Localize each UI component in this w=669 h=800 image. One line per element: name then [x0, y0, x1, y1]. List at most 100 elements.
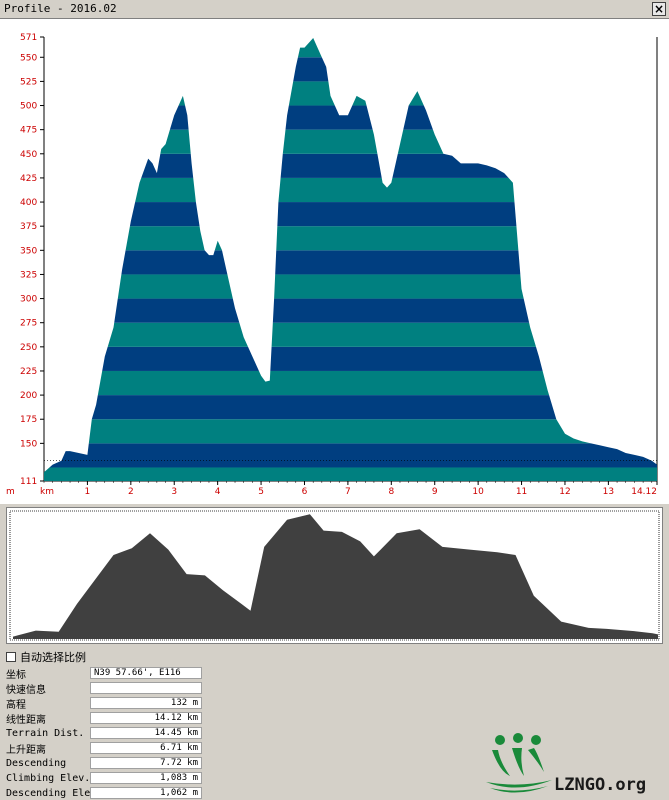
y-tick-label: 175	[20, 415, 37, 425]
x-tick-label: 12	[559, 487, 570, 497]
info-row: Terrain Dist. 14.45 km	[6, 726, 202, 740]
overview-frame	[9, 510, 660, 641]
profile-band	[44, 395, 657, 420]
y-tick-label: 425	[20, 174, 37, 184]
profile-band	[44, 153, 657, 178]
profile-band	[44, 298, 657, 323]
x-tick-label: 6	[302, 487, 308, 497]
profile-band	[44, 346, 657, 371]
profile-band	[44, 274, 657, 299]
y-tick-label: 225	[20, 367, 37, 377]
info-label: Descending	[6, 757, 67, 769]
logo-emblem: LZNGO.org	[486, 733, 646, 795]
x-tick-label: 7	[345, 487, 351, 497]
x-tick-label: 3	[171, 487, 177, 497]
profile-band	[44, 81, 657, 106]
profile-band	[44, 105, 657, 130]
window-title: Profile - 2016.02	[4, 2, 117, 15]
overview-svg	[9, 510, 660, 641]
info-value: 1,083 m	[90, 772, 202, 784]
y-tick-label: 525	[20, 77, 37, 87]
elevation-profile-chart[interactable]: 571 550 525 500 475 450 425 400 375 350 325 300 275 2…	[0, 19, 669, 504]
info-row: Descending 7.72 km	[6, 756, 202, 770]
info-row: Climbing Elev. 1,083 m	[6, 771, 202, 785]
profile-band	[44, 419, 657, 444]
info-row: 快速信息	[6, 681, 202, 696]
info-value: 132 m	[90, 697, 202, 709]
info-label: 线性距离	[6, 714, 46, 726]
y-tick-label: 375	[20, 222, 37, 232]
profile-band	[44, 226, 657, 251]
y-tick-label: 550	[20, 53, 37, 63]
info-row: 坐标 N39 57.66', E116	[6, 666, 202, 681]
info-value: 1,062 m	[90, 787, 202, 799]
y-tick-label: 250	[20, 343, 37, 353]
y-tick-label: 200	[20, 391, 37, 401]
lzngo-logo: LZNGO.org	[482, 732, 662, 796]
x-tick-label: 13	[603, 487, 614, 497]
profile-band	[44, 370, 657, 396]
y-tick-label: 400	[20, 198, 37, 208]
x-tick-label: 8	[388, 487, 394, 497]
overview-area	[13, 514, 658, 639]
info-value: 7.72 km	[90, 757, 202, 769]
info-row: 高程 132 m	[6, 696, 202, 711]
y-tick-label: 350	[20, 246, 37, 256]
profile-band	[44, 322, 657, 347]
profile-band	[44, 177, 657, 203]
profile-band	[44, 38, 657, 58]
profile-svg: 5715505255004754504254003753503253002752…	[6, 19, 658, 497]
profile-band	[44, 467, 657, 481]
logo-text: LZNGO.org	[554, 775, 646, 795]
info-label: 高程	[6, 699, 26, 711]
profile-band	[44, 443, 657, 468]
auto-scale-checkbox[interactable]	[6, 652, 16, 662]
x-tick-label: 11	[516, 487, 527, 497]
auto-scale-option[interactable]: 自动选择比例	[6, 650, 86, 664]
auto-scale-label: 自动选择比例	[20, 651, 86, 664]
y-tick-label: 500	[20, 102, 37, 112]
info-row: 上升距离 6.71 km	[6, 741, 202, 756]
info-value: 6.71 km	[90, 742, 202, 754]
info-value: 14.45 km	[90, 727, 202, 739]
y-tick-label: 150	[20, 439, 37, 449]
profile-band	[44, 250, 657, 275]
profile-area	[44, 19, 657, 481]
info-label: Terrain Dist.	[6, 727, 85, 739]
close-icon: ×	[653, 2, 665, 16]
y-tick-label: 571	[20, 33, 37, 43]
y-tick-label: 111	[20, 477, 37, 487]
y-tick-label: 475	[20, 126, 37, 136]
close-button[interactable]: ×	[652, 2, 666, 16]
x-tick-label: 14.12	[631, 487, 657, 497]
info-value: 14.12 km	[90, 712, 202, 724]
title-bar: Profile - 2016.02 ×	[0, 0, 669, 19]
info-row: Descending Elev.1,062 m	[6, 786, 202, 800]
overview-chart[interactable]	[6, 507, 663, 644]
info-value	[90, 682, 202, 694]
profile-band	[44, 19, 657, 33]
info-value: N39 57.66', E116	[90, 667, 202, 679]
x-tick-label: 1	[85, 487, 91, 497]
info-label: Descending Elev.	[6, 787, 90, 799]
x-tick-label: 10	[472, 487, 484, 497]
x-tick-label: 5	[258, 487, 264, 497]
info-label: 上升距离	[6, 744, 46, 756]
y-tick-label: 325	[20, 270, 37, 280]
y-tick-label: 450	[20, 150, 37, 160]
info-row: 线性距离 14.12 km	[6, 711, 202, 726]
profile-band	[44, 57, 657, 82]
x-tick-label: 2	[128, 487, 134, 497]
y-unit-label: m	[6, 487, 15, 497]
x-tick-label: 4	[215, 487, 221, 497]
info-label: 坐标	[6, 669, 26, 681]
y-tick-label: 300	[20, 295, 37, 305]
y-tick-label: 275	[20, 319, 37, 329]
info-panel: 自动选择比例 坐标 N39 57.66', E116 快速信息高程 132 m 线性距离…	[0, 646, 669, 800]
x-tick-label: 9	[432, 487, 438, 497]
info-label: 快速信息	[6, 684, 46, 696]
info-label: Climbing Elev.	[6, 772, 90, 784]
profile-band	[44, 129, 657, 154]
profile-band	[44, 202, 657, 227]
x-unit-label: km	[40, 487, 54, 497]
